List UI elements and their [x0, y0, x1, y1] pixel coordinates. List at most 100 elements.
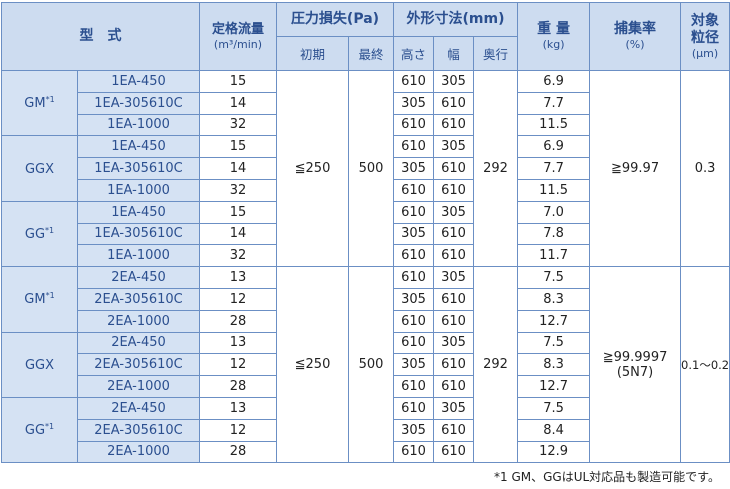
model-cell: 2EA-1000 — [77, 375, 200, 398]
height-cell: 305 — [393, 222, 435, 246]
footnote-mark: *1 — [45, 291, 55, 301]
width-cell: 610 — [433, 222, 475, 246]
weight-cell: 12.7 — [517, 375, 591, 398]
table-row: 2EA-1000 28 610 610 12.7 — [2, 309, 730, 333]
flow-cell: 12 — [199, 287, 277, 311]
weight-cell: 6.9 — [517, 135, 591, 159]
weight-cell: 11.5 — [517, 178, 591, 202]
weight-cell: 7.0 — [517, 200, 591, 224]
weight-cell: 8.3 — [517, 353, 591, 377]
width-cell: 305 — [433, 331, 475, 355]
height-cell: 610 — [393, 244, 435, 268]
weight-cell: 8.3 — [517, 287, 591, 311]
width-cell: 610 — [433, 157, 475, 180]
table-row: 1EA-305610C 14 305 610 7.8 — [2, 222, 730, 246]
flow-cell: 14 — [199, 157, 277, 180]
height-cell: 610 — [393, 440, 435, 464]
table-row: 1EA-305610C 14 305 610 7.7 — [2, 91, 730, 115]
width-cell: 305 — [433, 396, 475, 420]
flow-cell: 13 — [199, 266, 277, 289]
model-cell: 1EA-450 — [77, 70, 200, 93]
dims-width-header: 幅 — [433, 36, 475, 71]
width-cell: 610 — [433, 440, 475, 464]
flow-cell: 32 — [199, 244, 277, 268]
table-body: GM*1 1EA-450 15 ≦250 500 610 305 292 6.9 ≧99.97 0.… — [1, 69, 730, 464]
efficiency-header: 捕集率 (%) — [589, 2, 682, 71]
width-cell: 305 — [433, 266, 475, 289]
depth-cell: 292 — [473, 266, 519, 464]
height-cell: 305 — [393, 157, 435, 180]
width-cell: 610 — [433, 113, 475, 137]
pressure-initial-header: 初期 — [276, 36, 349, 71]
flow-cell: 14 — [199, 91, 277, 115]
flow-cell: 32 — [199, 113, 277, 137]
table-row: 2EA-1000 28 610 610 12.7 — [2, 375, 730, 398]
height-cell: 610 — [393, 375, 435, 398]
width-cell: 610 — [433, 91, 475, 115]
dims-height-header: 高さ — [393, 36, 435, 71]
footnote: *1 GM、GGはUL対応品も製造可能です。 — [494, 470, 720, 484]
series-name: GM*1 — [1, 69, 78, 137]
height-cell: 610 — [393, 266, 435, 289]
model-cell: 2EA-305610C — [77, 353, 200, 377]
flow-cell: 15 — [199, 200, 277, 224]
model-cell: 1EA-305610C — [77, 222, 200, 246]
efficiency-cell: ≧99.9997 (5N7) — [589, 266, 682, 464]
flow-cell: 12 — [199, 353, 277, 377]
width-cell: 610 — [433, 287, 475, 311]
flow-cell: 15 — [199, 135, 277, 159]
model-cell: 2EA-1000 — [77, 309, 200, 333]
particle-size-cell: 0.3 — [680, 69, 730, 268]
model-cell: 1EA-305610C — [77, 91, 200, 115]
efficiency-value: ≧99.9997 — [602, 349, 668, 365]
dims-header: 外形寸法(mm) — [393, 2, 519, 37]
table-row: 2EA-305610C 12 305 610 8.4 — [2, 418, 730, 442]
model-cell: 2EA-450 — [77, 331, 200, 355]
footnote-mark: *1 — [45, 95, 55, 105]
height-cell: 610 — [393, 331, 435, 355]
weight-cell: 12.7 — [517, 309, 591, 333]
table-row: 2EA-305610C 12 305 610 8.3 — [2, 287, 730, 311]
flow-cell: 12 — [199, 418, 277, 442]
table-row: GG*1 1EA-450 15 610 305 7.0 — [1, 200, 730, 268]
initial-pressure-cell: ≦250 — [276, 266, 349, 464]
weight-header: 重 量 (kg) — [517, 2, 591, 71]
model-cell: 2EA-305610C — [77, 287, 200, 311]
series-name: GG*1 — [1, 396, 78, 464]
table-row: 1EA-1000 32 610 610 11.7 — [2, 244, 730, 268]
depth-cell: 292 — [473, 69, 519, 268]
model-cell: 1EA-1000 — [77, 113, 200, 137]
height-cell: 610 — [393, 396, 435, 420]
initial-pressure-cell: ≦250 — [276, 69, 349, 268]
width-cell: 610 — [433, 244, 475, 268]
width-cell: 610 — [433, 178, 475, 202]
height-cell: 610 — [393, 70, 435, 93]
weight-cell: 7.7 — [517, 91, 591, 115]
series-name: GM*1 — [1, 266, 78, 333]
width-cell: 610 — [433, 353, 475, 377]
series-name: GGX — [1, 135, 78, 202]
width-cell: 305 — [433, 70, 475, 93]
flow-cell: 28 — [199, 440, 277, 464]
height-cell: 610 — [393, 200, 435, 224]
table-row: GG*1 2EA-450 13 610 305 7.5 — [1, 396, 730, 464]
table-row: GM*1 1EA-450 15 ≦250 500 610 305 292 6.9 ≧99.97 0.… — [1, 69, 730, 268]
flow-cell: 14 — [199, 222, 277, 246]
weight-cell: 6.9 — [517, 70, 591, 93]
height-cell: 305 — [393, 353, 435, 377]
flow-cell: 28 — [199, 375, 277, 398]
table-row: GGX 1EA-450 15 610 305 6.9 — [1, 135, 730, 202]
pressure-header: 圧力損失(Pa) — [275, 2, 395, 37]
weight-cell: 8.4 — [517, 418, 591, 442]
model-cell: 1EA-450 — [77, 200, 200, 224]
efficiency-grade: (5N7) — [616, 364, 654, 380]
series-name: GGX — [1, 331, 78, 398]
width-cell: 610 — [433, 418, 475, 442]
table-row: 1EA-1000 32 610 610 11.5 — [2, 113, 730, 137]
width-cell: 610 — [433, 309, 475, 333]
model-cell: 1EA-1000 — [77, 178, 200, 202]
final-pressure-cell: 500 — [347, 266, 395, 464]
height-cell: 305 — [393, 287, 435, 311]
height-cell: 610 — [393, 178, 435, 202]
model-cell: 2EA-450 — [77, 266, 200, 289]
